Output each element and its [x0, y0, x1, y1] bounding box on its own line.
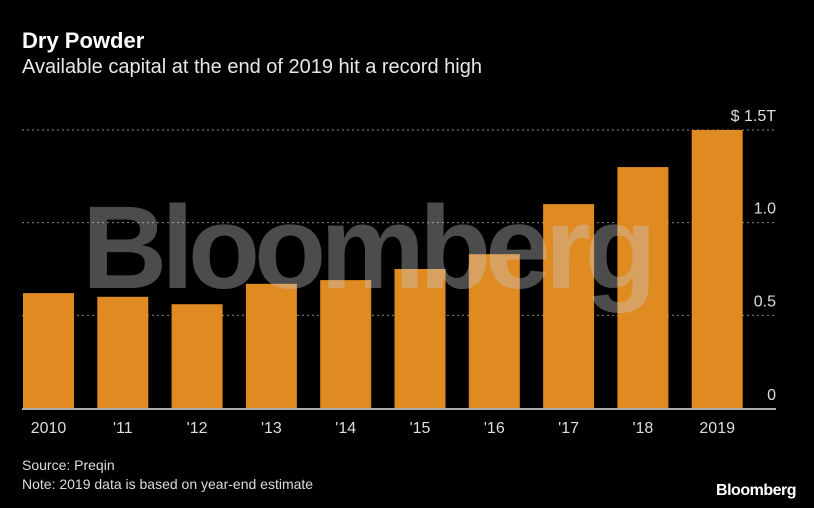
- chart-title: Dry Powder: [22, 28, 145, 53]
- source-note: Source: Preqin: [22, 457, 115, 473]
- x-tick-label: 2019: [699, 420, 735, 437]
- x-tick-label: '14: [335, 420, 356, 437]
- x-tick-label: '11: [113, 420, 133, 437]
- bar: [394, 269, 446, 408]
- bar: [468, 254, 520, 408]
- x-tick-label: '18: [632, 420, 653, 437]
- bar: [543, 204, 595, 408]
- bar: [320, 280, 372, 408]
- x-tick-label: '17: [558, 420, 579, 437]
- footnote: Note: 2019 data is based on year-end est…: [22, 476, 314, 492]
- x-tick-label: '16: [484, 420, 505, 437]
- y-tick-label: 0: [767, 387, 776, 404]
- y-tick-label: 1.0: [754, 201, 776, 218]
- bar: [617, 167, 669, 408]
- bar: [171, 304, 223, 408]
- y-tick-label: 0.5: [754, 293, 776, 310]
- x-tick-label: '12: [187, 420, 208, 437]
- bar: [245, 283, 297, 408]
- bar: [97, 296, 149, 408]
- bar: [23, 293, 74, 408]
- bloomberg-logo: Bloomberg: [716, 482, 796, 499]
- y-tick-label: $ 1.5T: [731, 108, 777, 125]
- x-tick-label: '13: [261, 420, 282, 437]
- bar: [691, 130, 743, 408]
- x-tick-label: 2010: [31, 420, 67, 437]
- x-tick-label: '15: [410, 420, 431, 437]
- chart-subtitle: Available capital at the end of 2019 hit…: [22, 56, 482, 78]
